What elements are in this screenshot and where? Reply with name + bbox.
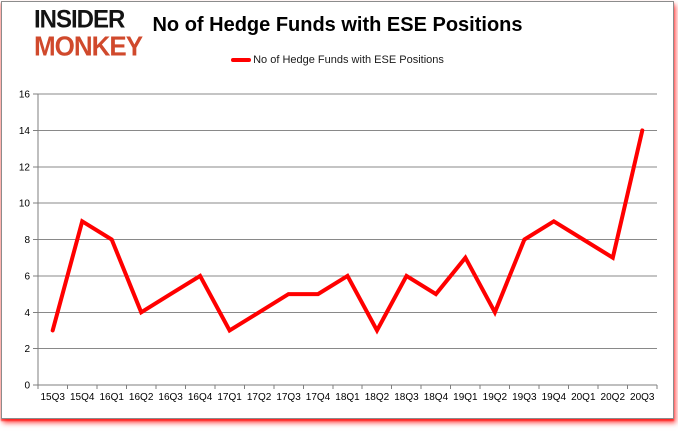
svg-text:10: 10 [19,199,31,210]
svg-text:20Q2: 20Q2 [601,392,626,403]
chart-title: No of Hedge Funds with ESE Positions [152,14,523,36]
svg-text:6: 6 [24,271,30,282]
svg-text:19Q4: 19Q4 [542,392,567,403]
svg-text:20Q3: 20Q3 [630,392,655,403]
svg-text:18Q2: 18Q2 [365,392,390,403]
svg-text:4: 4 [24,308,30,319]
svg-text:16Q1: 16Q1 [99,392,124,403]
svg-text:18Q4: 18Q4 [424,392,449,403]
svg-text:19Q2: 19Q2 [483,392,508,403]
chart-card: INSIDER MONKEY No of Hedge Funds with ES… [1,1,674,419]
svg-text:19Q1: 19Q1 [453,392,478,403]
svg-text:16Q2: 16Q2 [129,392,154,403]
svg-text:16: 16 [19,90,31,101]
legend-line-marker-icon [231,58,252,62]
svg-text:18Q1: 18Q1 [335,392,360,403]
svg-text:15Q3: 15Q3 [41,392,66,403]
svg-text:15Q4: 15Q4 [70,392,95,403]
svg-text:12: 12 [19,162,31,173]
svg-text:16Q3: 16Q3 [158,392,183,403]
svg-text:17Q2: 17Q2 [247,392,272,403]
svg-text:16Q4: 16Q4 [188,392,213,403]
svg-text:18Q3: 18Q3 [394,392,419,403]
legend-label: No of Hedge Funds with ESE Positions [253,54,444,66]
svg-text:2: 2 [24,344,30,355]
line-chart-plot-area: 0 2 4 6 8 10 12 14 16 15Q3 15Q4 16Q1 16Q2 16Q3 16Q4 17Q… [19,90,658,403]
svg-text:17Q4: 17Q4 [306,392,331,403]
logo-insider-text: INSIDER [34,5,125,34]
insider-monkey-logo: INSIDER MONKEY [34,5,143,62]
chart-legend: No of Hedge Funds with ESE Positions [2,54,673,66]
svg-text:17Q3: 17Q3 [276,392,301,403]
svg-text:0: 0 [24,381,30,392]
svg-text:14: 14 [19,126,31,137]
svg-text:19Q3: 19Q3 [512,392,537,403]
logo-monkey-text: MONKEY [34,30,143,62]
svg-text:8: 8 [24,235,30,246]
svg-text:17Q1: 17Q1 [217,392,242,403]
svg-text:20Q1: 20Q1 [571,392,596,403]
